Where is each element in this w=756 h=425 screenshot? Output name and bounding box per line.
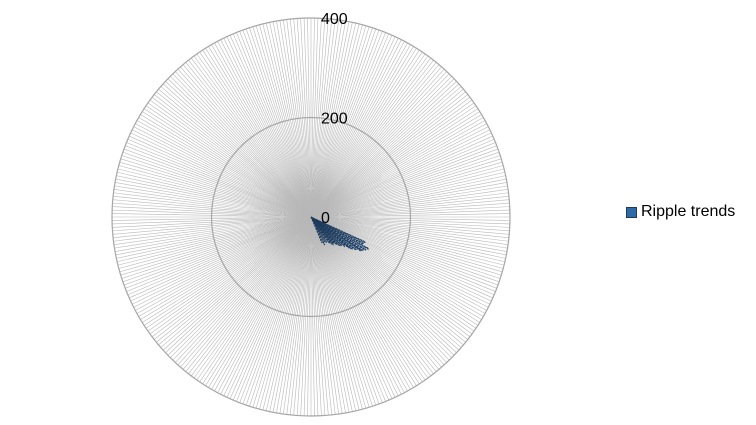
bar [310, 216, 331, 244]
legend-swatch [626, 206, 637, 218]
radial-gridline [210, 116, 412, 318]
bar [310, 216, 346, 248]
radial-gridline [111, 17, 511, 417]
bar [310, 216, 323, 244]
radial-tick-label: 200 [321, 111, 348, 128]
legend: Ripple trends [626, 203, 735, 221]
radial-tick-label: 0 [321, 210, 330, 227]
bar [310, 216, 365, 245]
radial-tick-label: 400 [321, 11, 348, 28]
bar [310, 216, 357, 251]
legend-label: Ripple trends [641, 203, 736, 220]
series-ripple-trends [310, 216, 370, 252]
